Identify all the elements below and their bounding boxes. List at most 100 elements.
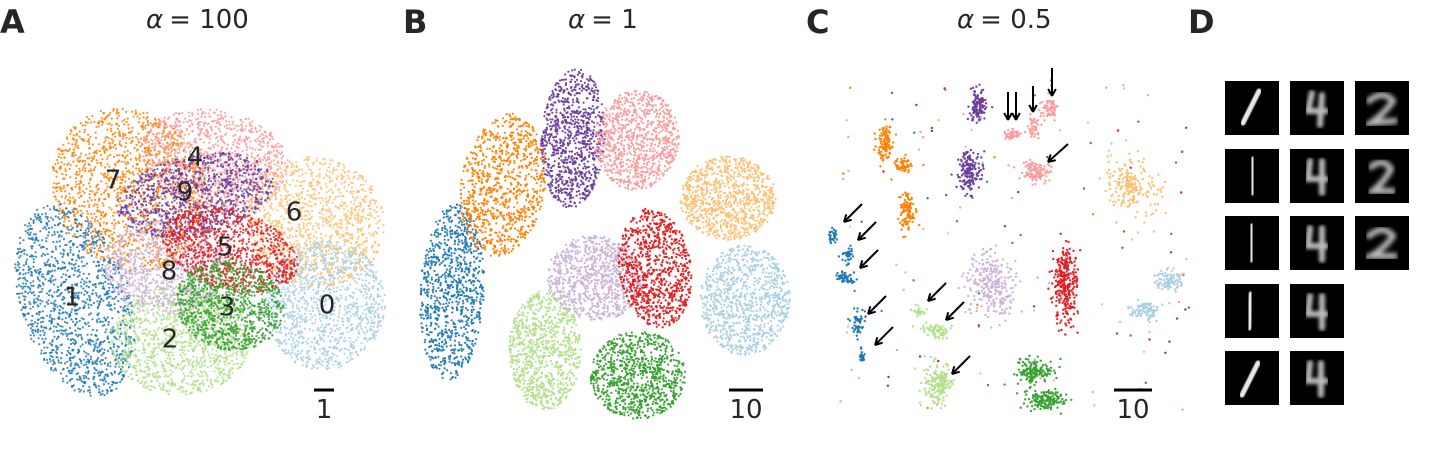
panel-b-title-symbol: α xyxy=(568,5,585,35)
panel-a-scale-label: 1 xyxy=(316,395,333,425)
panel-a-scatter xyxy=(14,107,387,397)
cluster-1 xyxy=(848,307,867,341)
panel-a-cluster-labels: 0 1 2 3 4 5 6 7 8 9 xyxy=(64,143,336,355)
cluster-label-6: 6 xyxy=(286,198,303,228)
digit-image xyxy=(1225,81,1279,135)
cluster-label-0: 0 xyxy=(319,291,336,321)
cluster-3 xyxy=(1003,354,1062,389)
arrow xyxy=(927,282,947,302)
panel-b-scale-bar: 10 xyxy=(729,388,763,425)
cluster-2 xyxy=(909,303,928,318)
cluster-1 xyxy=(858,346,866,362)
cluster-8 xyxy=(957,244,1023,329)
panel-letter-d: D xyxy=(1188,3,1215,41)
cluster-8 xyxy=(546,235,644,321)
arrow xyxy=(857,221,877,241)
cluster-7 xyxy=(459,112,547,257)
panel-c-title-value: = 0.5 xyxy=(980,5,1051,35)
cluster-3 xyxy=(1015,383,1073,415)
arrow xyxy=(1047,68,1057,97)
arrow xyxy=(1028,86,1038,113)
cluster-4 xyxy=(1038,92,1059,122)
cluster-6 xyxy=(246,156,385,288)
arrow xyxy=(951,355,971,375)
cluster-0 xyxy=(1127,298,1171,324)
cluster-label-7: 7 xyxy=(105,166,122,196)
cluster-1 xyxy=(835,271,858,293)
arrow xyxy=(859,249,879,269)
cluster-4 xyxy=(1012,158,1053,187)
arrow xyxy=(1047,143,1069,163)
digit-image xyxy=(1355,216,1409,270)
cluster-label-5: 5 xyxy=(217,233,234,263)
cluster-label-9: 9 xyxy=(177,178,194,208)
cluster-5 xyxy=(1047,232,1082,336)
cluster-4 xyxy=(594,89,681,191)
panel-b-title: α = 1 xyxy=(568,5,638,35)
cluster-4 xyxy=(1003,127,1022,141)
cluster-0 xyxy=(1153,266,1185,293)
panel-c-arrows xyxy=(843,68,1069,375)
panel-c-outliers xyxy=(839,79,1191,411)
arrow xyxy=(1011,92,1021,121)
panel-a-title-symbol: α xyxy=(146,5,163,35)
digit-image xyxy=(1225,149,1279,203)
cluster-5 xyxy=(161,205,299,295)
panel-letter-a: A xyxy=(0,3,25,41)
panel-b-scale-label: 10 xyxy=(729,395,762,425)
digit-image xyxy=(1355,149,1409,203)
cluster-1 xyxy=(419,203,485,381)
arrow xyxy=(867,295,887,315)
panel-c-scale-bar: 10 xyxy=(1114,388,1152,425)
panel-a-title: α = 100 xyxy=(146,5,249,35)
cluster-3 xyxy=(174,259,285,351)
panel-c-title: α = 0.5 xyxy=(957,5,1052,35)
arrow xyxy=(945,301,965,321)
panel-c-title-symbol: α xyxy=(957,5,974,35)
cluster-label-8: 8 xyxy=(161,257,178,287)
digit-image xyxy=(1290,284,1344,338)
cluster-2 xyxy=(919,321,953,340)
cluster-7 xyxy=(872,118,898,168)
panel-b-scatter xyxy=(419,68,791,420)
panel-b-title-value: = 1 xyxy=(591,5,638,35)
arrow xyxy=(874,326,894,346)
cluster-6 xyxy=(679,155,777,241)
digit-image xyxy=(1225,351,1279,405)
cluster-label-3: 3 xyxy=(219,293,236,323)
panel-letter-b: B xyxy=(403,3,427,41)
digit-image xyxy=(1290,351,1344,405)
digit-image xyxy=(1290,149,1344,203)
digit-image xyxy=(1355,81,1409,135)
panel-a-title-value: = 100 xyxy=(169,5,249,35)
cluster-label-4: 4 xyxy=(187,143,204,173)
cluster-4 xyxy=(1023,112,1043,140)
cluster-1 xyxy=(827,226,839,245)
digit-image xyxy=(1290,216,1344,270)
cluster-label-2: 2 xyxy=(162,325,179,355)
digit-image xyxy=(1290,81,1344,135)
panel-c-scatter xyxy=(827,79,1191,415)
cluster-9 xyxy=(950,148,986,199)
cluster-9 xyxy=(540,68,606,209)
cluster-1 xyxy=(837,244,855,267)
digit-image xyxy=(1225,284,1279,338)
cluster-9 xyxy=(966,83,994,125)
panel-a-scale-bar: 1 xyxy=(314,388,334,425)
cluster-2 xyxy=(913,357,955,410)
arrow xyxy=(843,203,863,223)
cluster-label-1: 1 xyxy=(64,283,81,313)
cluster-5 xyxy=(617,207,693,329)
cluster-2 xyxy=(508,289,582,410)
panel-d-image-grid xyxy=(1225,81,1409,405)
arrow xyxy=(1003,92,1013,121)
cluster-7 xyxy=(896,191,921,239)
cluster-0 xyxy=(699,244,791,356)
panel-c-scale-label: 10 xyxy=(1116,395,1149,425)
cluster-7 xyxy=(893,153,913,174)
digit-image xyxy=(1225,216,1279,270)
cluster-6 xyxy=(1098,139,1168,241)
cluster-3 xyxy=(589,331,687,420)
panel-letter-c: C xyxy=(806,3,829,41)
